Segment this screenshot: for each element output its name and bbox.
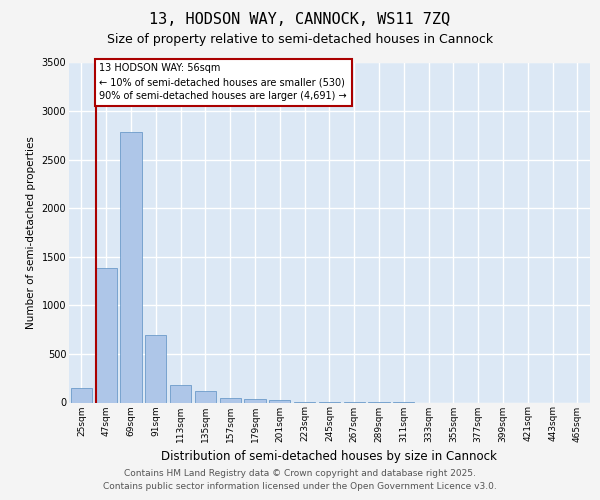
Bar xyxy=(244,398,266,402)
Text: 13, HODSON WAY, CANNOCK, WS11 7ZQ: 13, HODSON WAY, CANNOCK, WS11 7ZQ xyxy=(149,12,451,28)
Bar xyxy=(220,398,241,402)
Bar xyxy=(195,391,216,402)
Y-axis label: Number of semi-detached properties: Number of semi-detached properties xyxy=(26,136,36,329)
X-axis label: Distribution of semi-detached houses by size in Cannock: Distribution of semi-detached houses by … xyxy=(161,450,497,463)
Text: Size of property relative to semi-detached houses in Cannock: Size of property relative to semi-detach… xyxy=(107,32,493,46)
Bar xyxy=(121,132,142,402)
Text: Contains HM Land Registry data © Crown copyright and database right 2025.
Contai: Contains HM Land Registry data © Crown c… xyxy=(103,469,497,491)
Bar xyxy=(170,385,191,402)
Bar xyxy=(269,400,290,402)
Bar xyxy=(145,334,166,402)
Bar xyxy=(95,268,117,402)
Text: 13 HODSON WAY: 56sqm
← 10% of semi-detached houses are smaller (530)
90% of semi: 13 HODSON WAY: 56sqm ← 10% of semi-detac… xyxy=(100,64,347,102)
Bar xyxy=(71,388,92,402)
